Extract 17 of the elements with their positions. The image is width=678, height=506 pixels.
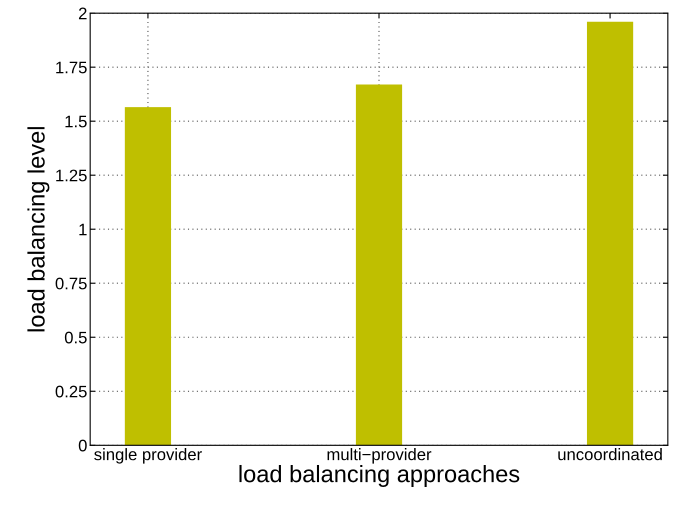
- y-tick-label: 1.75: [56, 62, 87, 74]
- y-tick-label: 1.5: [66, 116, 87, 128]
- bar: [586, 22, 634, 446]
- bar: [124, 107, 172, 446]
- y-tick-label: 0.25: [56, 386, 87, 398]
- y-tick-label: 1: [79, 224, 87, 236]
- x-axis-title: load balancing approaches: [239, 464, 520, 487]
- y-tick-label: 2: [78, 8, 87, 20]
- x-tick-label: multi−provider: [328, 448, 432, 464]
- y-tick-label: 0.5: [64, 332, 87, 344]
- bar: [356, 84, 402, 446]
- x-tick-label: uncoordinated: [558, 448, 662, 460]
- x-tick-label: single provider: [94, 448, 202, 464]
- y-tick-label: 1.25: [56, 170, 87, 182]
- y-tick-label: 0.75: [56, 278, 87, 290]
- y-tick-label: 0: [78, 440, 87, 452]
- y-axis-title: load balancing level: [27, 127, 50, 332]
